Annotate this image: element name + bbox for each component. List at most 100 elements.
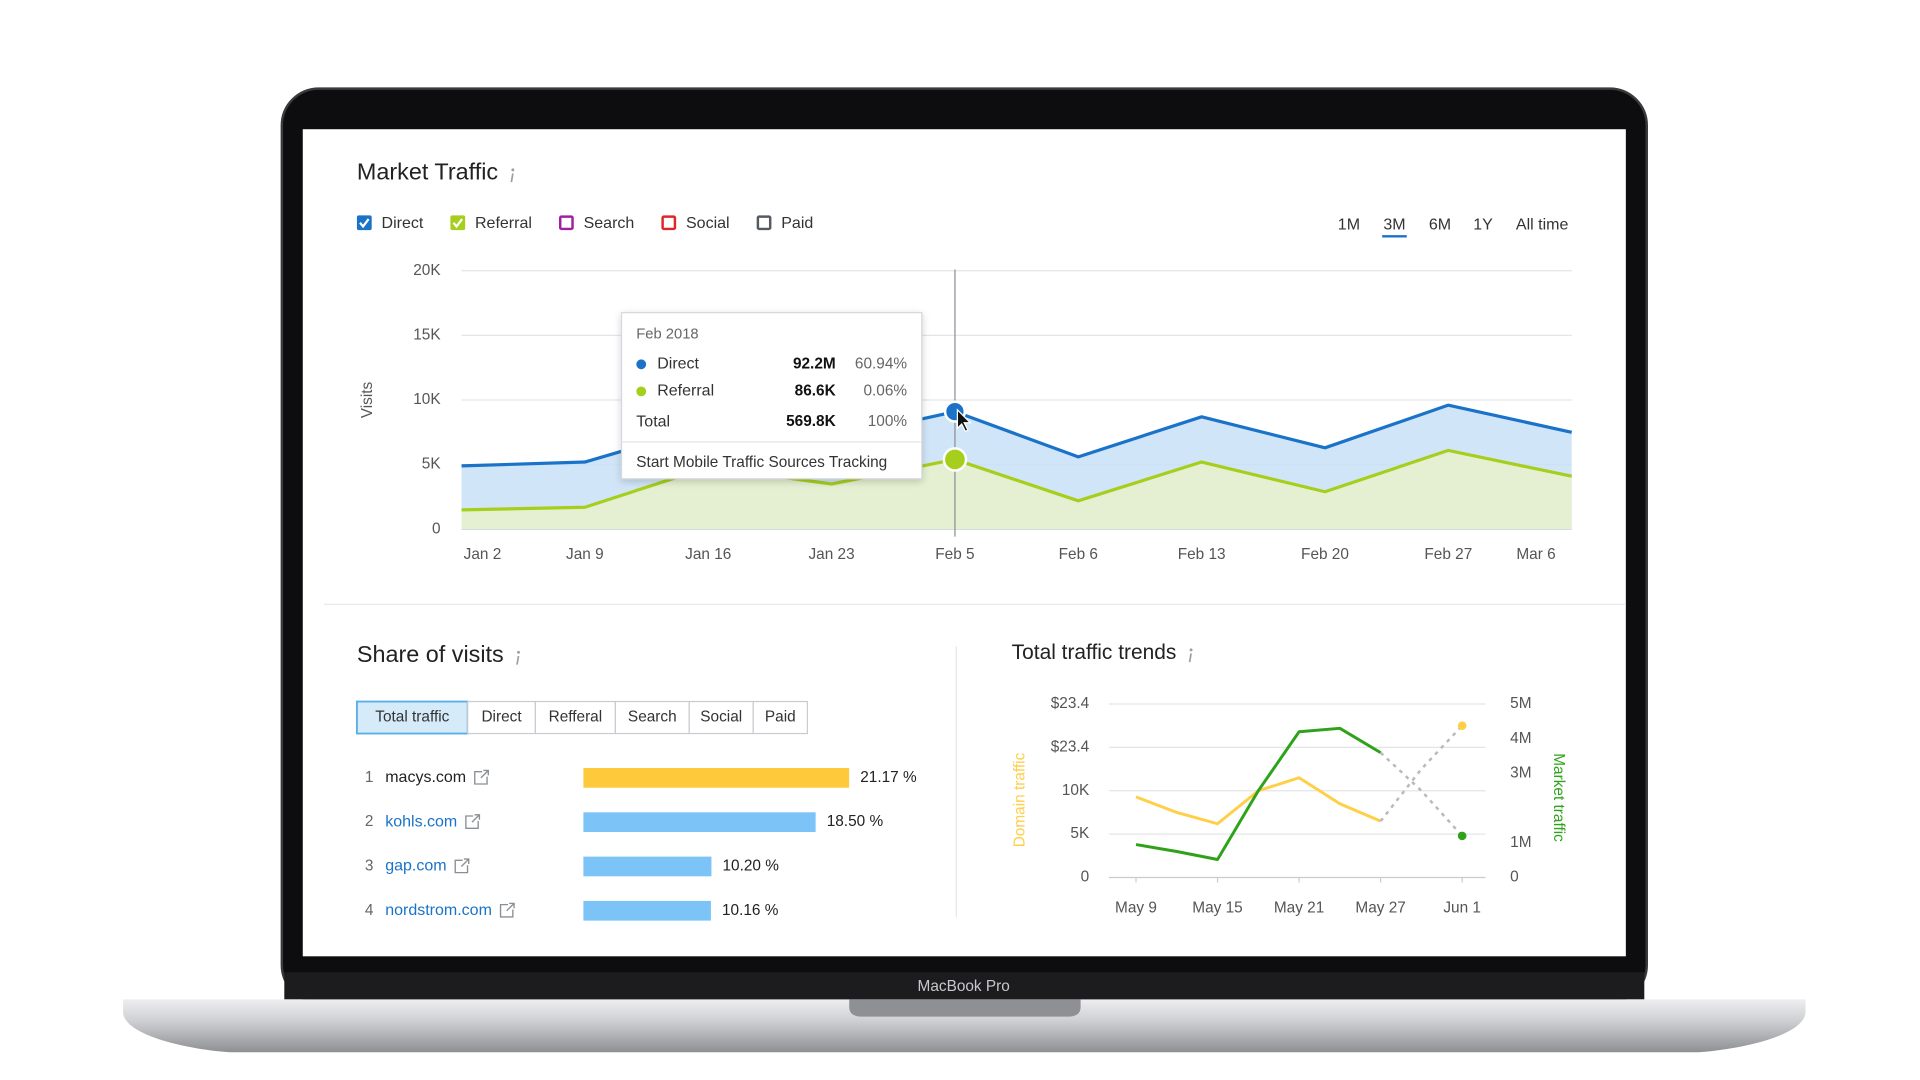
- x-tick-label: Jun 1: [1443, 899, 1481, 916]
- y2-tick-label: 4M: [1510, 730, 1531, 747]
- series-line: [461, 448, 1573, 512]
- laptop-base: [123, 999, 1806, 1053]
- legend-label[interactable]: Social: [686, 215, 730, 232]
- y-tick-label: 5K: [422, 456, 442, 473]
- area-fill: [461, 450, 1572, 530]
- rank: 4: [365, 902, 374, 919]
- cursor: [956, 408, 972, 433]
- screen: [302, 129, 1626, 957]
- external-link-icon[interactable]: [454, 858, 470, 874]
- y2-tick-label: 1M: [1510, 834, 1531, 851]
- info-icon: [1189, 648, 1193, 652]
- value-label: 18.50 %: [827, 813, 884, 830]
- y-tick-label: 15K: [413, 326, 441, 343]
- y-tick-label: $23.4: [1051, 695, 1090, 712]
- external-link-icon[interactable]: [499, 902, 515, 918]
- tab-label[interactable]: Total traffic: [375, 709, 449, 726]
- external-link-icon[interactable]: [474, 769, 489, 785]
- tab-button[interactable]: [614, 700, 690, 735]
- domain-link[interactable]: kohls.com: [385, 813, 457, 830]
- period-button[interactable]: 6M: [1429, 216, 1451, 233]
- x-tick-label: Mar 6: [1516, 546, 1555, 563]
- bezel-chin: [284, 972, 1645, 1000]
- period-button[interactable]: 1M: [1338, 216, 1360, 233]
- x-tick-label: Feb 20: [1301, 546, 1349, 563]
- tab-button[interactable]: [752, 700, 809, 735]
- series-line: [1135, 726, 1382, 861]
- external-link-icon[interactable]: [465, 814, 481, 829]
- x-tick-label: Feb 13: [1178, 546, 1226, 563]
- legend-checkbox[interactable]: [661, 215, 677, 231]
- y-axis-label: Visits: [359, 381, 376, 418]
- legend-checkbox[interactable]: [450, 215, 466, 231]
- legend-checkbox[interactable]: [756, 215, 772, 231]
- tooltip-box: [620, 312, 923, 480]
- series-line: [1379, 724, 1464, 822]
- tab-label[interactable]: Social: [700, 709, 742, 726]
- bar: [583, 900, 711, 921]
- y-tick-label: 0: [1081, 869, 1090, 886]
- y2-tick-label: 5M: [1510, 695, 1531, 712]
- device-label: MacBook Pro: [918, 978, 1010, 995]
- end-marker: [1457, 831, 1467, 841]
- tab-label[interactable]: Direct: [481, 709, 522, 726]
- x-tick-label: May 27: [1355, 899, 1405, 916]
- y-tick-label: 10K: [1062, 782, 1090, 799]
- x-tick-label: May 9: [1115, 899, 1157, 916]
- section-title: Share of visits: [357, 641, 504, 667]
- x-tick-label: Feb 6: [1059, 546, 1098, 563]
- period-button[interactable]: 1Y: [1473, 216, 1493, 233]
- bar: [583, 768, 850, 788]
- tooltip-label: Total: [636, 413, 670, 430]
- legend-label[interactable]: Paid: [781, 215, 813, 232]
- y-tick-label: 20K: [413, 262, 441, 279]
- info-icon: [516, 655, 520, 665]
- period-button[interactable]: All time: [1516, 216, 1569, 233]
- tooltip-value: 86.6K: [795, 382, 836, 399]
- rank: 1: [365, 769, 374, 786]
- tooltip-share: 100%: [868, 413, 908, 430]
- info-icon: [510, 173, 514, 183]
- info-icon: [511, 168, 515, 172]
- y-tick-label: 0: [432, 520, 441, 537]
- tab-button[interactable]: [356, 700, 469, 735]
- legend-check: [359, 218, 370, 229]
- tooltip-title: Feb 2018: [636, 327, 698, 343]
- tab-label[interactable]: Paid: [765, 709, 796, 726]
- legend-check: [452, 218, 463, 229]
- legend-checkbox[interactable]: [558, 215, 574, 231]
- x-tick-label: Jan 9: [566, 546, 604, 563]
- tooltip-dot: [636, 359, 647, 370]
- tab-label[interactable]: Search: [628, 709, 677, 726]
- y2-tick-label: 3M: [1510, 764, 1531, 781]
- tab-button[interactable]: [534, 700, 617, 735]
- tab-label[interactable]: Refferal: [549, 709, 603, 726]
- y-tick-label: 10K: [413, 391, 441, 408]
- section-title: Total traffic trends: [1012, 641, 1177, 664]
- period-button[interactable]: 3M: [1383, 216, 1405, 233]
- tab-button[interactable]: [688, 700, 754, 735]
- legend-label[interactable]: Direct: [382, 215, 424, 232]
- tooltip-share: 0.06%: [863, 382, 907, 399]
- tooltip-label: Direct: [657, 356, 699, 373]
- tooltip-label: Referral: [657, 383, 714, 400]
- info-icon: [1188, 653, 1192, 663]
- end-marker: [1457, 721, 1467, 730]
- legend-label[interactable]: Search: [584, 215, 635, 232]
- domain-link[interactable]: macys.com: [385, 769, 466, 786]
- tooltip-dot: [636, 386, 647, 397]
- y2-tick-label: 0: [1510, 869, 1519, 886]
- y-tick-label: $23.4: [1051, 738, 1090, 755]
- value-label: 21.17 %: [860, 769, 917, 786]
- value-label: 10.16 %: [722, 902, 779, 919]
- tooltip-value: 92.2M: [793, 355, 836, 372]
- x-tick-label: May 21: [1274, 899, 1324, 916]
- legend-checkbox[interactable]: [356, 215, 372, 231]
- tooltip-action[interactable]: Start Mobile Traffic Sources Tracking: [636, 454, 887, 471]
- domain-link[interactable]: gap.com: [385, 858, 446, 875]
- domain-link[interactable]: nordstrom.com: [385, 902, 492, 919]
- legend-label[interactable]: Referral: [475, 215, 532, 232]
- info-icon: [517, 650, 520, 654]
